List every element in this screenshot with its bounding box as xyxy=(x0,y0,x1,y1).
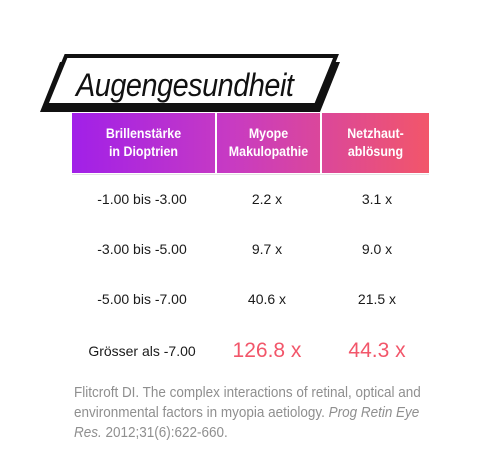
header-detachment: Netzhaut- ablösung xyxy=(347,126,404,159)
detachment-value: 21.5 x xyxy=(357,291,397,307)
macular-value: 40.6 x xyxy=(247,291,287,307)
header-diopters: Brillenstärke in Dioptrien xyxy=(105,126,182,159)
citation-journal: Prog Retin Eye Res. xyxy=(74,405,420,441)
header-divider xyxy=(320,113,322,173)
detachment-value: 3.1 x xyxy=(361,191,393,207)
title-banner xyxy=(40,54,340,112)
table-row: -3.00 bis -5.00 9.7 x 9.0 x xyxy=(72,234,429,264)
detachment-value-highlight: 44.3 x xyxy=(348,339,406,362)
macular-value: 9.7 x xyxy=(251,241,283,257)
table-row: -5.00 bis -7.00 40.6 x 21.5 x xyxy=(72,284,429,314)
citation-text: Flitcroft DI. The complex interactions o… xyxy=(74,385,421,421)
diopter-range: -1.00 bis -3.00 xyxy=(97,191,187,207)
macular-value-highlight: 126.8 x xyxy=(232,339,302,362)
header-underline xyxy=(72,174,429,175)
title-banner-face xyxy=(43,54,339,107)
diopter-range: -3.00 bis -5.00 xyxy=(97,241,187,257)
header-macular: Myope Makulopathie xyxy=(228,126,309,159)
diopter-range: Grösser als -7.00 xyxy=(88,343,196,359)
table-row: -1.00 bis -3.00 2.2 x 3.1 x xyxy=(72,184,429,214)
table-row: Grösser als -7.00 126.8 x 44.3 x xyxy=(72,336,429,366)
diopter-range: -5.00 bis -7.00 xyxy=(97,291,187,307)
citation-ref: 2012;31(6):622-660. xyxy=(101,425,228,441)
table-header: Brillenstärke in Dioptrien Myope Makulop… xyxy=(72,113,429,173)
page-title: Augengesundheit xyxy=(76,67,294,103)
citation: Flitcroft DI. The complex interactions o… xyxy=(74,383,427,443)
macular-value: 2.2 x xyxy=(251,191,283,207)
detachment-value: 9.0 x xyxy=(361,241,393,257)
header-divider xyxy=(215,113,217,173)
